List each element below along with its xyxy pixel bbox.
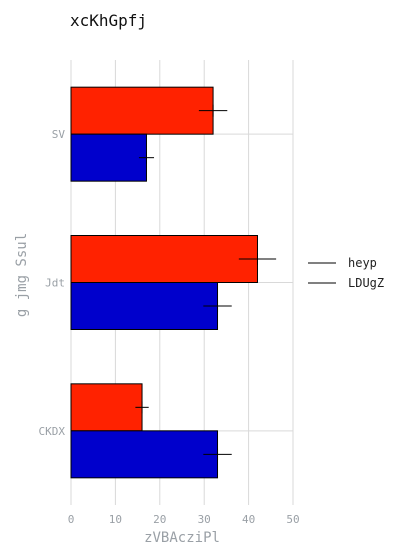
legend: heyp LDUgZ bbox=[308, 256, 384, 290]
chart-title: xcKhGpfj bbox=[70, 11, 147, 30]
y-axis-ticks: CKDX Jdt SV bbox=[39, 128, 66, 438]
bar-LDUgZ-SV bbox=[70, 133, 147, 182]
y-tick-label: Jdt bbox=[45, 277, 65, 290]
bar-heyp-SV bbox=[70, 86, 214, 135]
x-tick-label: 50 bbox=[286, 513, 299, 526]
y-tick-label: CKDX bbox=[39, 425, 66, 438]
bars bbox=[70, 86, 258, 479]
bar-LDUgZ-CKDX bbox=[70, 430, 219, 479]
y-tick-label: SV bbox=[52, 128, 66, 141]
bar-heyp-Jdt bbox=[70, 235, 258, 283]
x-tick-label: 10 bbox=[109, 513, 122, 526]
x-tick-label: 0 bbox=[68, 513, 75, 526]
x-axis-label: zVBAcziPl bbox=[144, 530, 220, 546]
y-axis-label: g jmg Ssul bbox=[14, 233, 30, 317]
x-tick-label: 20 bbox=[153, 513, 166, 526]
error-bars bbox=[135, 104, 277, 461]
x-tick-label: 40 bbox=[242, 513, 255, 526]
legend-label: LDUgZ bbox=[348, 276, 384, 290]
bar-heyp-CKDX bbox=[70, 383, 143, 432]
x-axis-ticks: 0 10 20 30 40 50 bbox=[68, 513, 300, 526]
bar-LDUgZ-Jdt bbox=[70, 282, 219, 330]
x-tick-label: 30 bbox=[198, 513, 211, 526]
legend-label: heyp bbox=[348, 256, 377, 270]
